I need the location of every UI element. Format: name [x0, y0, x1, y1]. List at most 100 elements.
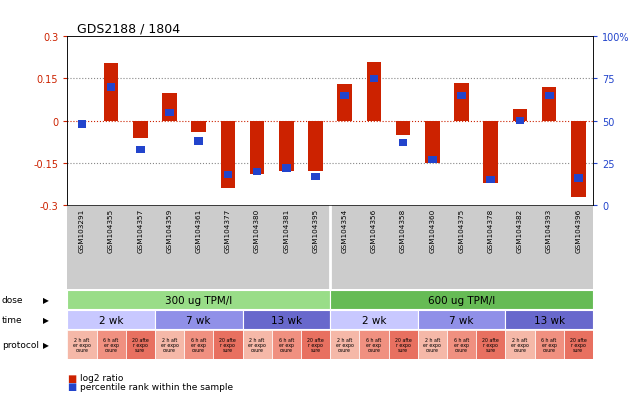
Text: 2 h aft
er expo
osure: 2 h aft er expo osure — [511, 337, 529, 353]
Text: time: time — [2, 316, 22, 325]
Text: ▶: ▶ — [43, 340, 49, 349]
Bar — [476, 330, 505, 359]
Bar — [454, 83, 469, 121]
Bar — [330, 290, 593, 309]
Text: GSM103291: GSM103291 — [79, 208, 85, 252]
Text: GSM104360: GSM104360 — [429, 208, 435, 252]
Text: 13 wk: 13 wk — [271, 315, 302, 325]
Bar — [282, 165, 291, 172]
Bar — [194, 138, 203, 145]
Text: GSM104358: GSM104358 — [400, 208, 406, 252]
Text: 6 h aft
er exp
osure: 6 h aft er exp osure — [103, 337, 119, 353]
Bar — [272, 330, 301, 359]
Text: GSM104359: GSM104359 — [167, 208, 172, 252]
Text: 7 wk: 7 wk — [187, 315, 211, 325]
Bar — [330, 311, 418, 329]
Bar — [535, 330, 563, 359]
Text: GSM104395: GSM104395 — [313, 208, 319, 252]
Bar — [515, 118, 524, 125]
Bar — [165, 109, 174, 116]
Bar — [399, 140, 408, 147]
Bar — [396, 121, 410, 135]
Bar — [311, 173, 320, 180]
Text: 20 afte
r expo
sure: 20 afte r expo sure — [395, 337, 412, 353]
Bar — [457, 93, 466, 100]
Text: GSM104382: GSM104382 — [517, 208, 523, 252]
Text: GDS2188 / 1804: GDS2188 / 1804 — [77, 23, 180, 36]
Text: dose: dose — [2, 295, 24, 304]
Bar — [126, 330, 155, 359]
Bar — [330, 330, 360, 359]
Text: ▶: ▶ — [43, 295, 49, 304]
Text: 20 afte
r expo
sure: 20 afte r expo sure — [307, 337, 324, 353]
Bar — [67, 311, 155, 329]
Bar — [428, 157, 437, 164]
Text: ■: ■ — [67, 373, 76, 383]
Text: 2 h aft
er expo
osure: 2 h aft er expo osure — [336, 337, 354, 353]
Text: GSM104375: GSM104375 — [458, 208, 465, 252]
Bar — [505, 311, 593, 329]
Text: ▶: ▶ — [43, 316, 49, 325]
Bar — [155, 311, 242, 329]
Text: 2 wk: 2 wk — [362, 315, 386, 325]
Bar — [67, 330, 97, 359]
Bar — [571, 121, 586, 197]
Text: 2 h aft
er expo
osure: 2 h aft er expo osure — [248, 337, 266, 353]
Text: 20 afte
r expo
sure: 20 afte r expo sure — [132, 337, 149, 353]
Bar — [250, 121, 265, 175]
Text: GSM104361: GSM104361 — [196, 208, 202, 252]
Text: 600 ug TPM/l: 600 ug TPM/l — [428, 295, 495, 305]
Bar — [242, 311, 330, 329]
Text: 13 wk: 13 wk — [533, 315, 565, 325]
Text: percentile rank within the sample: percentile rank within the sample — [80, 382, 233, 391]
Text: ■: ■ — [67, 381, 76, 391]
Bar — [542, 88, 556, 121]
Text: 20 afte
r expo
sure: 20 afte r expo sure — [482, 337, 499, 353]
Bar — [483, 121, 498, 183]
Bar — [418, 330, 447, 359]
Bar — [545, 93, 554, 100]
Text: 2 h aft
er expo
osure: 2 h aft er expo osure — [424, 337, 441, 353]
Bar — [301, 330, 330, 359]
Text: GSM104381: GSM104381 — [283, 208, 289, 252]
Text: GSM104357: GSM104357 — [137, 208, 144, 252]
Text: 6 h aft
er exp
osure: 6 h aft er exp osure — [366, 337, 381, 353]
Bar — [106, 84, 115, 91]
Bar — [78, 121, 87, 128]
Bar — [184, 330, 213, 359]
Text: 20 afte
r expo
sure: 20 afte r expo sure — [570, 337, 587, 353]
Bar — [97, 330, 126, 359]
Text: GSM104356: GSM104356 — [371, 208, 377, 252]
Bar — [367, 62, 381, 121]
Bar — [340, 93, 349, 100]
Text: 6 h aft
er exp
osure: 6 h aft er exp osure — [191, 337, 206, 353]
Text: 2 wk: 2 wk — [99, 315, 123, 325]
Text: 2 h aft
er expo
osure: 2 h aft er expo osure — [161, 337, 178, 353]
Bar — [370, 76, 378, 83]
Bar — [513, 110, 528, 121]
Bar — [574, 175, 583, 182]
Bar — [136, 146, 145, 154]
Bar — [242, 330, 272, 359]
Text: protocol: protocol — [2, 340, 39, 349]
Bar — [279, 121, 294, 172]
Bar — [505, 330, 535, 359]
Bar — [418, 311, 505, 329]
Text: 6 h aft
er exp
osure: 6 h aft er exp osure — [279, 337, 294, 353]
Text: 2 h aft
er expo
osure: 2 h aft er expo osure — [73, 337, 91, 353]
Bar — [308, 121, 323, 172]
Text: GSM104378: GSM104378 — [488, 208, 494, 252]
Text: GSM104355: GSM104355 — [108, 208, 114, 252]
Text: log2 ratio: log2 ratio — [80, 373, 124, 382]
Bar — [192, 121, 206, 133]
Bar — [337, 85, 352, 121]
Text: GSM104354: GSM104354 — [342, 208, 347, 252]
Text: 6 h aft
er exp
osure: 6 h aft er exp osure — [454, 337, 469, 353]
Bar — [213, 330, 242, 359]
Bar — [563, 330, 593, 359]
Bar — [224, 171, 232, 179]
Text: GSM104380: GSM104380 — [254, 208, 260, 252]
Text: GSM104393: GSM104393 — [546, 208, 552, 252]
Text: 7 wk: 7 wk — [449, 315, 474, 325]
Text: 6 h aft
er exp
osure: 6 h aft er exp osure — [542, 337, 557, 353]
